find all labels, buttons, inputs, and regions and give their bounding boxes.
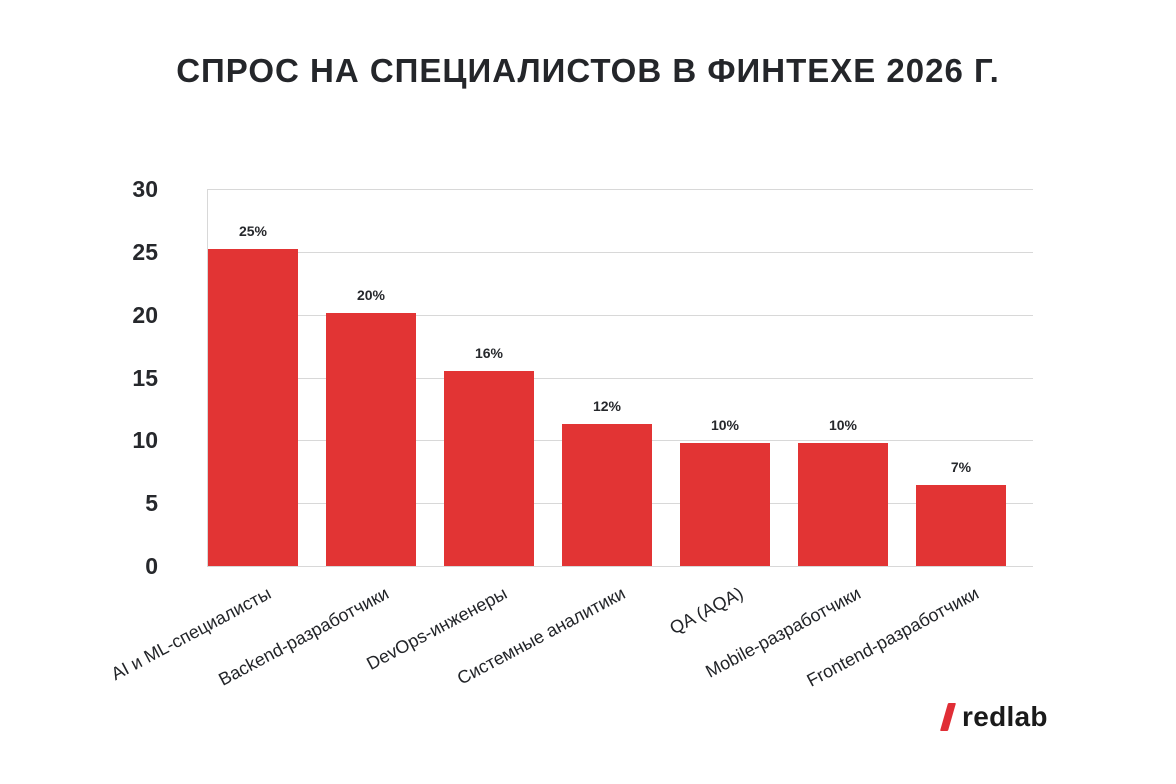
y-tick-label-15: 15 <box>132 365 158 391</box>
bar-5 <box>798 443 888 566</box>
logo-text: redlab <box>962 701 1048 732</box>
bar-1 <box>326 313 416 566</box>
y-tick-label-25: 25 <box>132 239 158 265</box>
bar-value-label-1: 20% <box>356 287 386 303</box>
gridline-y15 <box>207 378 1033 379</box>
y-axis-line <box>207 189 208 566</box>
bar-value-label-5: 10% <box>828 417 858 433</box>
bar-0 <box>208 249 298 566</box>
chart-title: СПРОС НА СПЕЦИАЛИСТОВ В ФИНТЕХЕ 2026 Г. <box>176 52 1000 89</box>
y-tick-label-5: 5 <box>145 490 158 516</box>
y-tick-label-20: 20 <box>132 302 158 328</box>
bar-value-label-6: 7% <box>950 459 972 475</box>
logo-slash-icon <box>939 703 957 731</box>
bar-3 <box>562 424 652 566</box>
gridline-y0 <box>207 566 1033 567</box>
bar-4 <box>680 443 770 566</box>
bar-value-label-2: 16% <box>474 345 504 361</box>
plot-area: 25% AI и ML-специалисты 20% Backend-разрабо… <box>108 189 1033 691</box>
y-axis-labels: 0 5 10 15 20 25 30 <box>0 176 158 579</box>
bar-value-label-0: 25% <box>238 223 268 239</box>
redlab-logo: redlab <box>939 701 1048 732</box>
bar-value-label-4: 10% <box>710 417 740 433</box>
gridline-y30 <box>207 189 1033 190</box>
y-tick-label-10: 10 <box>132 427 158 453</box>
y-tick-label-30: 30 <box>132 176 158 202</box>
gridline-y25 <box>207 252 1033 253</box>
x-category-label-4: QA (AQA) <box>666 583 747 639</box>
bar-value-label-3: 12% <box>592 398 622 414</box>
y-tick-label-0: 0 <box>145 553 158 579</box>
bar-2 <box>444 371 534 566</box>
gridline-y20 <box>207 315 1033 316</box>
bar-6 <box>916 485 1006 566</box>
